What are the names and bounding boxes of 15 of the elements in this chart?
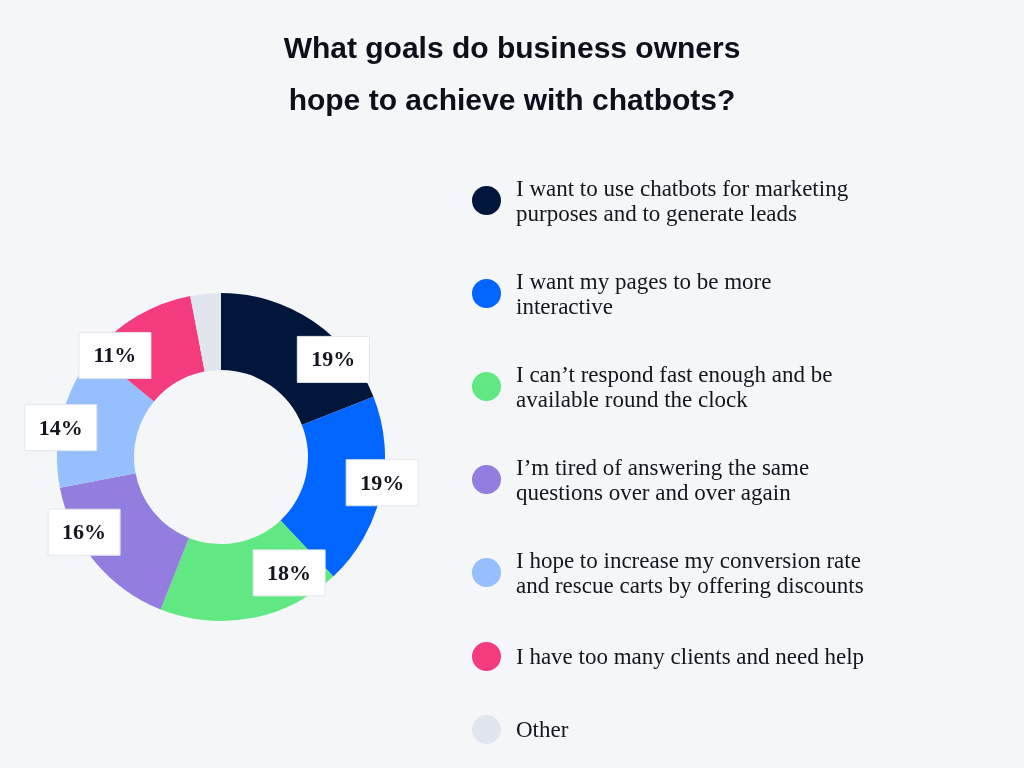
data-label: 19% [360,469,405,495]
legend-label: Other [516,716,569,742]
data-label: 11% [93,342,137,368]
legend-label: I’m tired of answering the same questions over and over again [516,454,810,505]
data-label: 16% [62,519,107,545]
data-label: 19% [311,346,356,372]
legend-label: I hope to increase my conversion rate and rescue carts by offering discounts [516,547,864,598]
legend-label: I want to use chatbots for marketing purposes and to generate leads [516,175,849,226]
legend-label: I can’t respond fast enough and be available round the clock [516,361,833,412]
data-label: 18% [267,559,312,585]
legend-label: I want my pages to be more interactive [516,268,772,319]
data-label: 14% [38,414,83,440]
chart-title: What goals do business owners hope to achieve with chatbots? [283,31,741,116]
legend-label: I have too many clients and need help [516,643,865,669]
donut-slice [190,293,221,372]
